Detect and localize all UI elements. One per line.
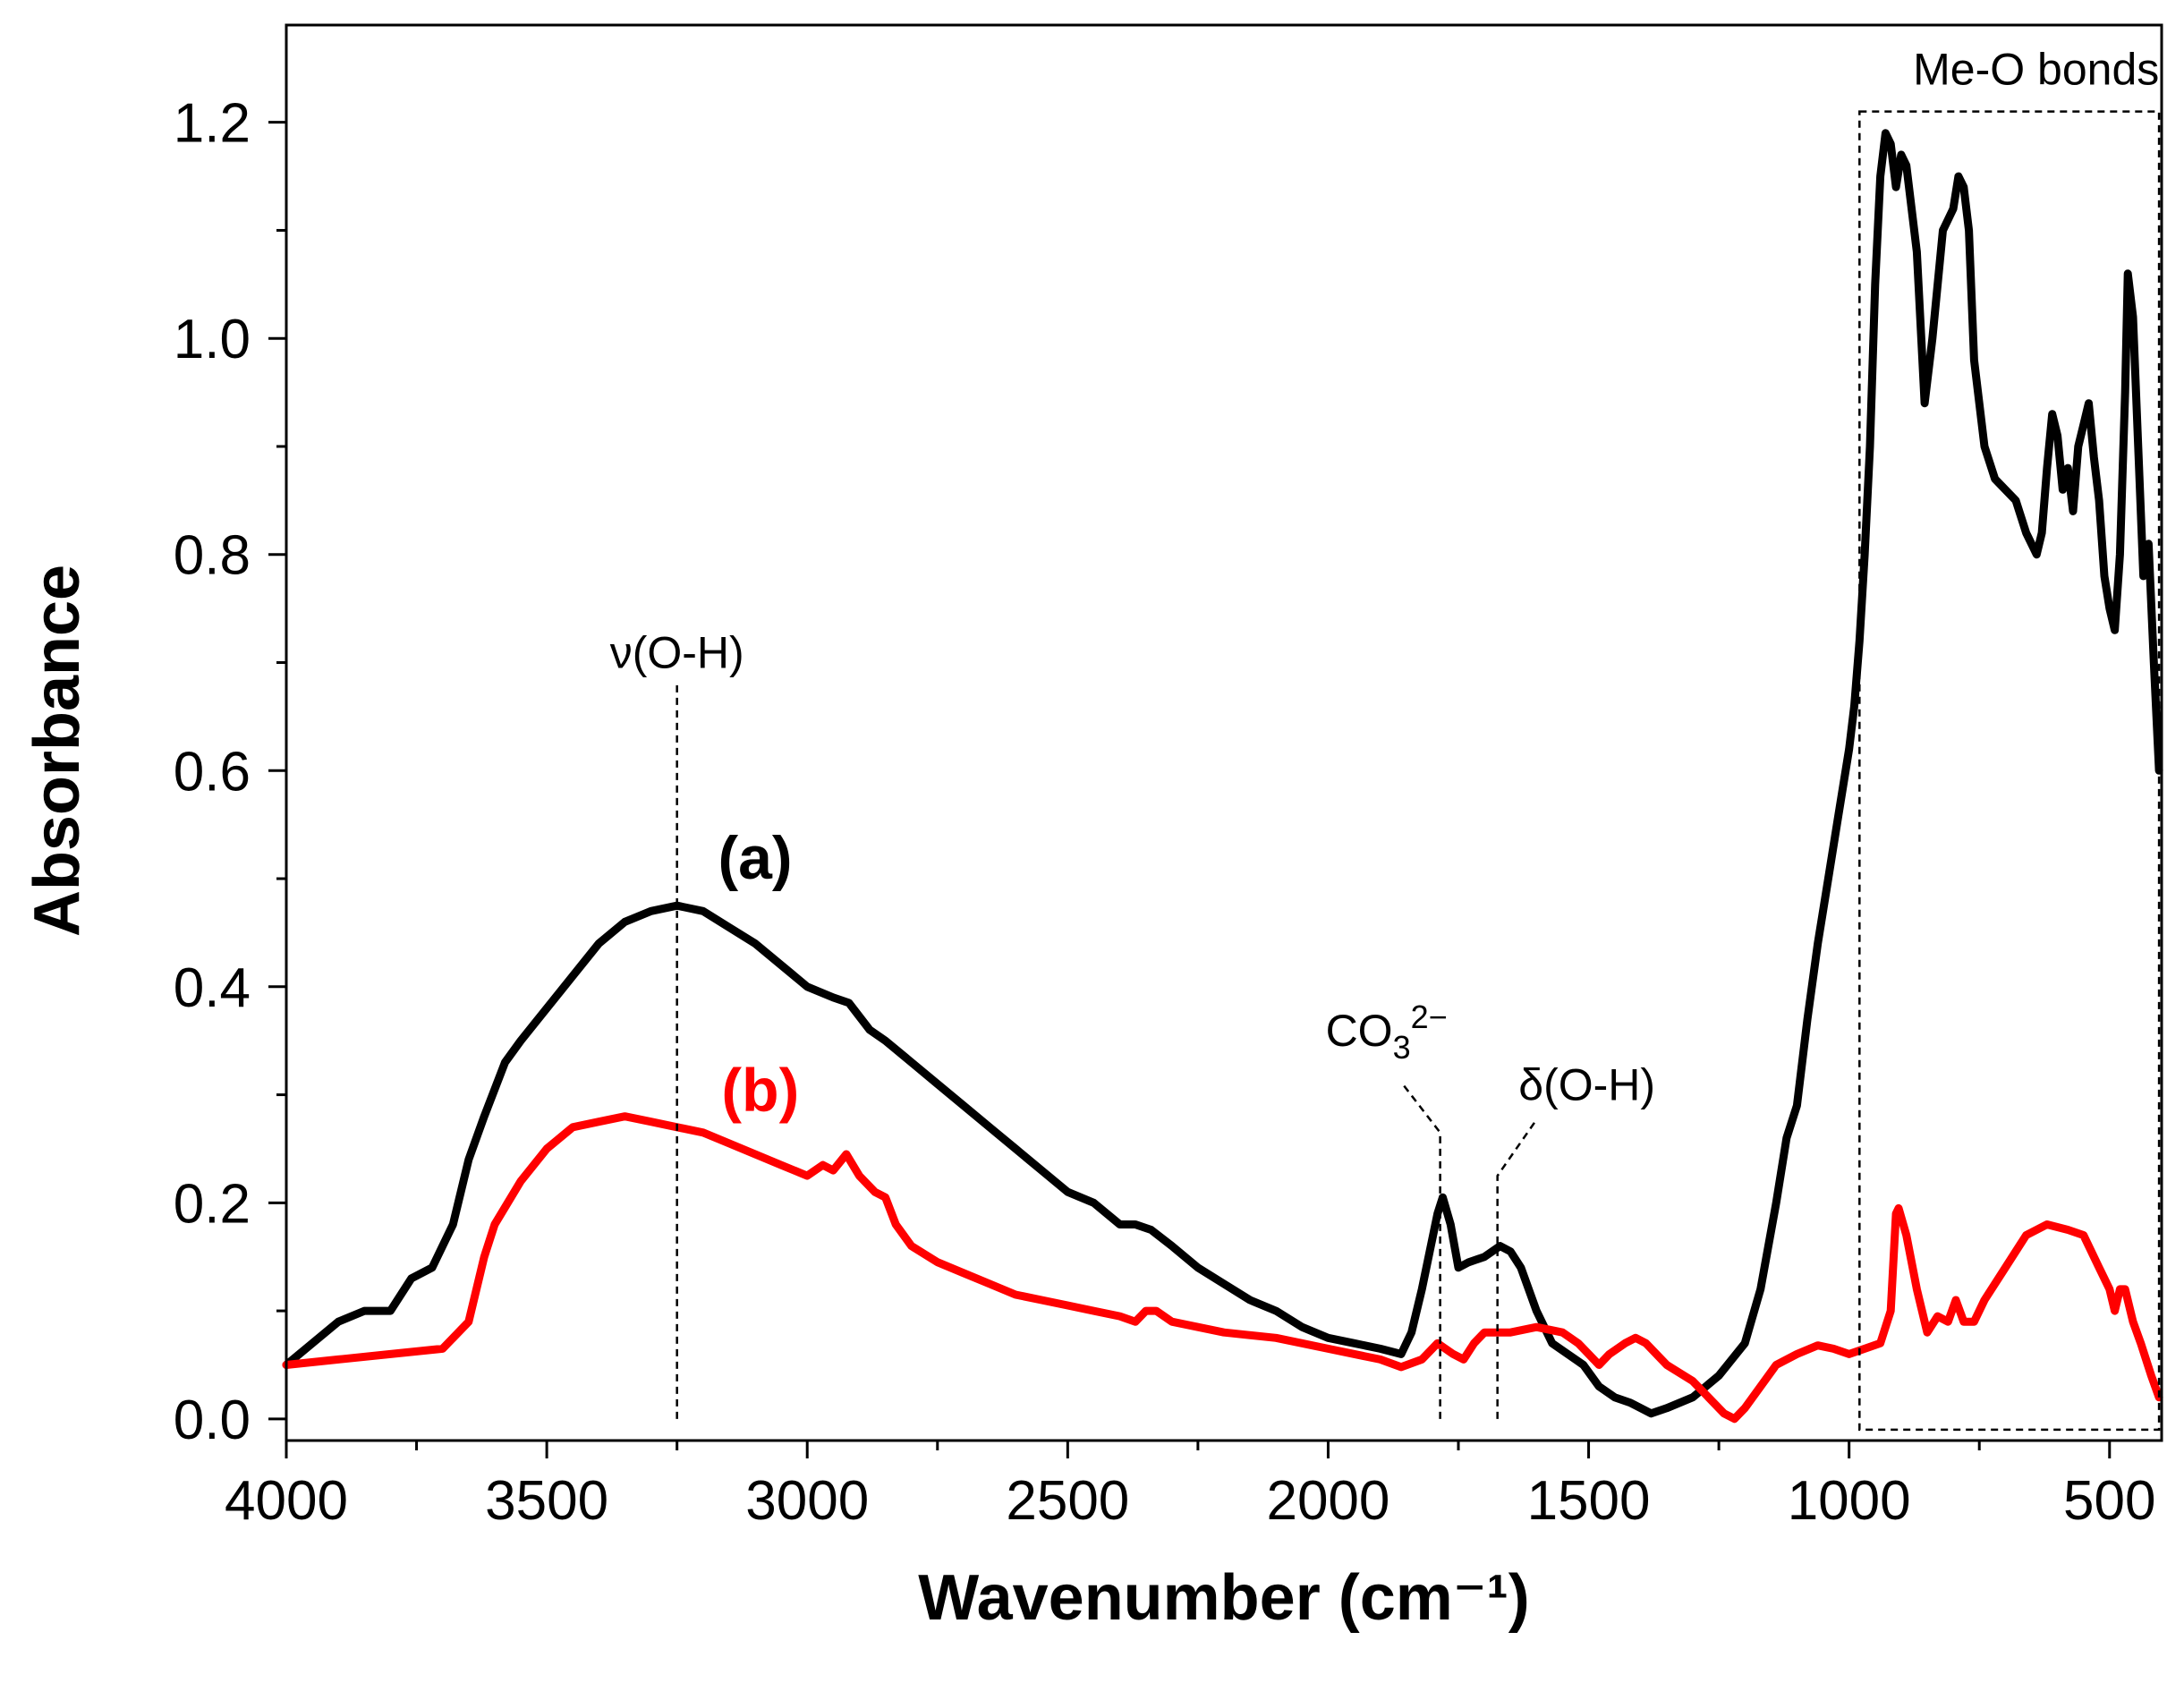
me-o-bonds-box <box>1858 110 2161 1432</box>
x-tick-label: 2500 <box>1006 1470 1129 1532</box>
y-axis-title: Absorbance <box>21 565 93 937</box>
x-axis-title: Wavenumber (cm⁻¹) <box>918 1562 1529 1634</box>
x-tick-label: 3500 <box>485 1470 608 1532</box>
co3-main: CO <box>1326 1006 1393 1056</box>
co3-sup: 2− <box>1411 999 1448 1035</box>
y-tick-label: 1.0 <box>174 309 251 370</box>
y-tick-label: 0.4 <box>174 957 251 1019</box>
x-tick-label: 2000 <box>1266 1470 1389 1532</box>
y-tick-label: 0.8 <box>174 525 251 587</box>
series-label-b: (b) <box>721 1057 799 1125</box>
x-tick-label: 500 <box>2063 1470 2155 1532</box>
x-tick-label: 1000 <box>1788 1470 1911 1532</box>
series-line-b <box>282 1112 2163 1424</box>
y-tick-label: 1.2 <box>174 93 251 155</box>
series-group: (a) (b) <box>282 129 2163 1424</box>
x-tick-labels: 4000 3500 3000 2500 2000 1500 1000 500 <box>225 1470 2155 1532</box>
co3-guide-line <box>1401 1083 1441 1419</box>
plot-frame <box>285 23 2163 1442</box>
annotations: ν(O-H) CO32− δ(O-H) Me-O bonds <box>610 45 2161 1432</box>
y-tick-label: 0.6 <box>174 741 251 803</box>
vOH-label: ν(O-H) <box>610 628 744 678</box>
series-label-a: (a) <box>718 824 792 892</box>
axis-ticks <box>268 121 2112 1458</box>
y-tick-label: 0.2 <box>174 1173 251 1235</box>
x-tick-label: 4000 <box>225 1470 348 1532</box>
co3-label: CO32− <box>1326 999 1448 1066</box>
series-line-a <box>282 129 2163 1418</box>
co3-sub: 3 <box>1393 1029 1411 1066</box>
x-tick-label: 1500 <box>1527 1470 1651 1532</box>
x-tick-label: 3000 <box>745 1470 869 1532</box>
y-tick-label: 0.0 <box>174 1390 251 1451</box>
dOH-guide-line <box>1496 1121 1536 1419</box>
dOH-label: δ(O-H) <box>1518 1060 1655 1110</box>
y-tick-labels: 0.0 0.2 0.4 0.6 0.8 1.0 1.2 <box>174 93 251 1451</box>
me-o-bonds-label: Me-O bonds <box>1913 45 2159 95</box>
